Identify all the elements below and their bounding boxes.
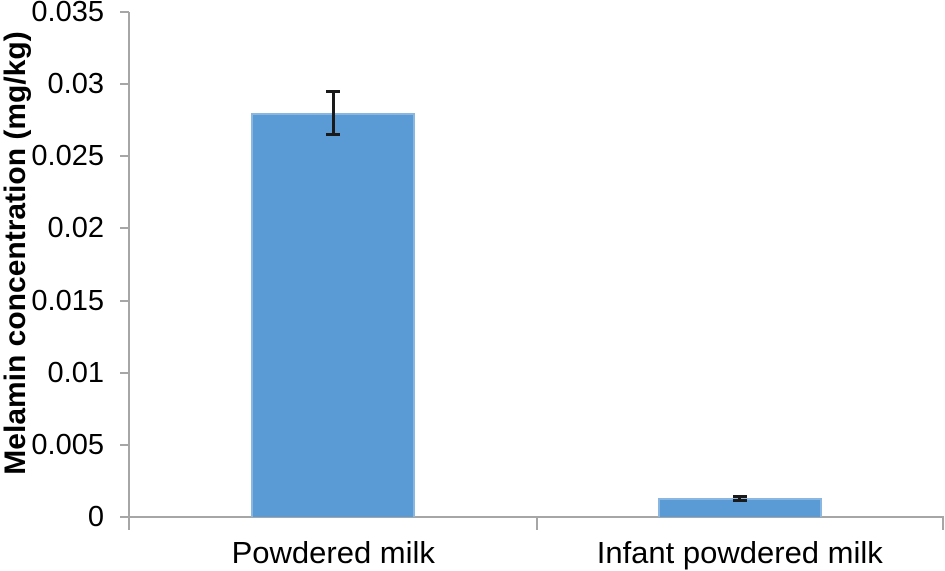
error-bar-cap-top-powdered-milk: [326, 89, 341, 93]
y-tick-label: 0.02: [47, 212, 104, 245]
error-bar-line-infant-powdered-milk: [738, 496, 742, 501]
y-tick-mark: [120, 299, 129, 302]
x-category-label-powdered-milk: Powdered milk: [231, 535, 435, 570]
y-tick-mark: [120, 83, 129, 86]
x-tick-mark: [942, 516, 944, 530]
y-tick-label: 0.025: [31, 140, 104, 173]
y-tick-mark: [120, 371, 129, 374]
y-tick-mark: [120, 516, 129, 518]
x-category-label-infant-powdered-milk: Infant powdered milk: [596, 535, 883, 570]
y-tick-label: 0.035: [31, 0, 104, 28]
error-bar-line-powdered-milk: [331, 91, 335, 135]
bar-powdered-milk: [251, 113, 416, 517]
error-bar-cap-bottom-powdered-milk: [326, 133, 341, 137]
y-tick-label: 0.005: [31, 428, 104, 461]
y-tick-mark: [120, 443, 129, 446]
y-tick-mark: [120, 227, 129, 230]
y-tick-label: 0.03: [47, 68, 104, 101]
error-bar-cap-top-infant-powdered-milk: [732, 494, 747, 498]
y-tick-label: 0.015: [31, 284, 104, 317]
y-tick-mark: [120, 155, 129, 158]
y-tick-mark: [120, 11, 129, 13]
x-tick-mark: [535, 516, 538, 530]
y-axis-line: [128, 12, 130, 530]
y-tick-label: 0: [87, 501, 104, 533]
y-tick-label: 0.01: [47, 356, 104, 389]
error-bar-cap-bottom-infant-powdered-milk: [732, 498, 747, 502]
